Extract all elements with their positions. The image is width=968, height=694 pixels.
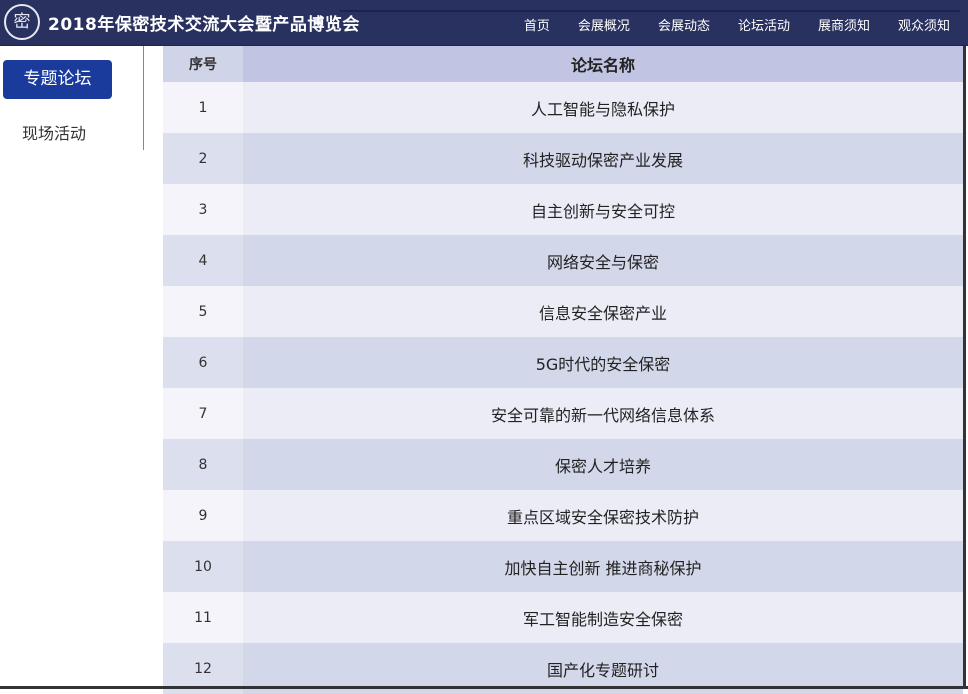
nav-home[interactable]: 首页 — [523, 19, 550, 34]
row-index: 2 — [163, 133, 243, 184]
row-forum-name: 保密人才培养 — [554, 456, 651, 476]
table-row: 10 加快自主创新 推进商秘保护 — [163, 541, 963, 592]
row-forum-name: 5G时代的安全保密 — [535, 354, 671, 374]
row-forum-name: 科技驱动保密产业发展 — [522, 150, 683, 170]
row-index: 3 — [163, 184, 243, 235]
row-forum-name: 自主创新与安全可控 — [530, 201, 675, 221]
nav-overview[interactable]: 会展概况 — [577, 19, 630, 34]
nav-forum[interactable]: 论坛活动 — [737, 19, 790, 34]
sidebar-item-activities[interactable]: 现场活动 — [22, 124, 87, 143]
row-index: 4 — [163, 235, 243, 286]
table-row: 7 安全可靠的新一代网络信息体系 — [163, 388, 963, 439]
header-index: 序号 — [163, 46, 243, 82]
row-index: 11 — [163, 592, 243, 643]
nav-exhibitor[interactable]: 展商须知 — [817, 19, 870, 34]
row-forum-name: 安全可靠的新一代网络信息体系 — [490, 405, 715, 425]
row-index: 6 — [163, 337, 243, 388]
row-index: 8 — [163, 439, 243, 490]
table-row: 2 科技驱动保密产业发展 — [163, 133, 963, 184]
table-row: 4 网络安全与保密 — [163, 235, 963, 286]
site-header: 密 2018年保密技术交流大会暨产品博览会 首页 会展概况 会展动态 论坛活动 … — [0, 0, 968, 46]
forum-table: 序号 论坛名称 1 人工智能与隐私保护 2 科技驱动保密产业发展 3 自主创新与安全可控 4… — [163, 46, 963, 694]
table-row: 11 军工智能制造安全保密 — [163, 592, 963, 643]
row-index: 10 — [163, 541, 243, 592]
row-index: 1 — [163, 82, 243, 133]
row-index: 12 — [163, 643, 243, 694]
main-nav: 首页 会展概况 会展动态 论坛活动 展商须知 观众须知 — [496, 15, 950, 34]
row-index: 5 — [163, 286, 243, 337]
nav-news[interactable]: 会展动态 — [657, 19, 710, 34]
table-row: 12 国产化专题研讨 — [163, 643, 963, 694]
row-forum-name: 人工智能与隐私保护 — [530, 99, 675, 119]
row-forum-name: 军工智能制造安全保密 — [522, 609, 683, 629]
sidebar-item-forum[interactable]: 专题论坛 — [3, 60, 112, 99]
table-row: 5 信息安全保密产业 — [163, 286, 963, 337]
header-name: 论坛名称 — [570, 56, 635, 75]
nav-visitor[interactable]: 观众须知 — [897, 19, 950, 34]
table-row: 9 重点区域安全保密技术防护 — [163, 490, 963, 541]
site-title: 2018年保密技术交流大会暨产品博览会 — [48, 15, 360, 35]
row-index: 9 — [163, 490, 243, 541]
table-header: 序号 论坛名称 — [163, 46, 963, 82]
row-forum-name: 信息安全保密产业 — [538, 303, 667, 323]
sidebar-divider — [143, 46, 144, 150]
header-divider — [340, 10, 960, 12]
row-forum-name: 加快自主创新 推进商秘保护 — [504, 558, 702, 578]
right-border — [963, 46, 966, 689]
table-row: 3 自主创新与安全可控 — [163, 184, 963, 235]
bottom-border — [0, 686, 968, 689]
table-row: 6 5G时代的安全保密 — [163, 337, 963, 388]
logo[interactable]: 密 — [4, 4, 40, 40]
table-row: 1 人工智能与隐私保护 — [163, 82, 963, 133]
row-forum-name: 重点区域安全保密技术防护 — [506, 507, 699, 527]
row-forum-name: 国产化专题研讨 — [546, 660, 659, 680]
row-index: 7 — [163, 388, 243, 439]
table-row: 8 保密人才培养 — [163, 439, 963, 490]
row-forum-name: 网络安全与保密 — [546, 252, 659, 272]
